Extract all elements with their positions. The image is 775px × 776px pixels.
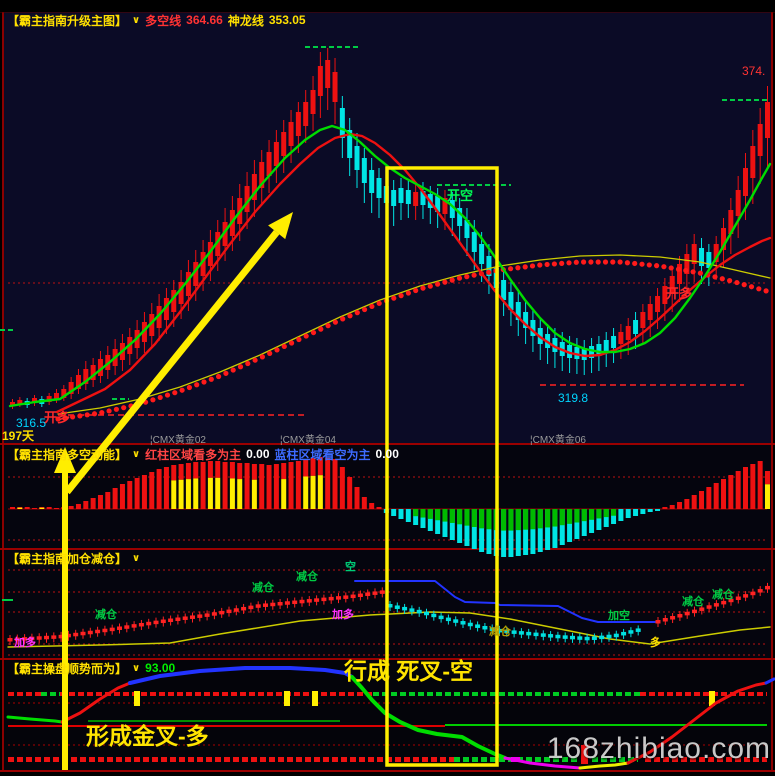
label-reduce-2: 减仓	[252, 582, 274, 594]
legend-duokong-value: 364.66	[186, 13, 223, 27]
legend-shenlong-value: 353.05	[268, 13, 306, 27]
panel4-title[interactable]: 【霸主操盘顺势而为】	[7, 661, 128, 676]
watermark: 168zhibiao.com	[546, 732, 771, 765]
axis-label-contract: ¦CMX黄金04	[280, 435, 336, 446]
label-add-short: 加空	[608, 610, 630, 622]
legend-blue-zone-value: 0.00	[375, 447, 399, 461]
panel4-header: 【霸主操盘顺势而为】 ∨ 93.00	[7, 661, 176, 676]
panel2-title[interactable]: 【霸主指南多空动能】	[7, 447, 128, 462]
right-border	[771, 12, 773, 772]
legend-blue-zone-label: 蓝柱区域看空为主	[274, 447, 371, 462]
label-open-long-left: 开多	[44, 410, 71, 425]
panel3-header: 【霸主指南加仓减仓】 ∨	[7, 551, 141, 566]
axis-label-contract: ¦CMX黄金06	[530, 435, 586, 446]
panel3-plot-area[interactable]	[4, 565, 771, 657]
anno-death-cross: 行成 死叉-空	[344, 658, 474, 684]
top-strip	[0, 0, 775, 12]
anno-golden-cross: 形成金叉-多	[86, 723, 209, 749]
label-reduce-1: 减仓	[95, 609, 117, 621]
legend-shenlong-label: 神龙线	[227, 13, 264, 28]
panel1-header: 【霸主指南升级主图】 ∨ 多空线 364.66 神龙线 353.05	[7, 13, 306, 28]
label-reduce-3: 减仓	[296, 571, 318, 583]
chevron-down-icon[interactable]: ∨	[132, 552, 141, 564]
chevron-down-icon[interactable]: ∨	[132, 448, 141, 460]
label-price-3165: 316.5	[16, 416, 47, 430]
panel2-plot-area[interactable]	[4, 462, 771, 546]
bottom-border	[0, 770, 775, 772]
panel3-title[interactable]: 【霸主指南加仓减仓】	[7, 551, 128, 566]
panel1-plot-area[interactable]	[4, 26, 771, 430]
label-short: 空	[345, 561, 356, 573]
chevron-down-icon[interactable]: ∨	[132, 662, 141, 674]
label-price-3198: 319.8	[558, 391, 589, 405]
label-add-long-2: 加多	[332, 609, 354, 621]
label-add-long-1: 加多	[14, 637, 36, 649]
chevron-down-icon[interactable]: ∨	[132, 14, 141, 26]
legend-duokong-label: 多空线	[145, 13, 182, 28]
label-reduce-5: 减仓	[682, 596, 704, 608]
label-open-long-right: 开多	[666, 286, 693, 301]
panel2-header: 【霸主指南多空动能】 ∨ 红柱区域看多为主 0.00 蓝柱区域看空为主 0.00	[7, 447, 399, 462]
panel4-value: 93.00	[145, 661, 176, 675]
panel1-title[interactable]: 【霸主指南升级主图】	[7, 13, 128, 28]
label-long: 多	[650, 637, 661, 649]
legend-red-zone-label: 红柱区域看多为主	[145, 447, 242, 462]
legend-red-zone-value: 0.00	[246, 447, 270, 461]
label-reduce-4: 减仓	[489, 626, 511, 638]
label-open-short: 开空	[447, 188, 474, 203]
axis-label-contract: ¦CMX黄金02	[150, 435, 206, 446]
label-price-374: 374.	[742, 64, 766, 78]
left-border	[2, 12, 4, 772]
label-reduce-6: 减仓	[712, 589, 734, 601]
label-197-days: 197天	[2, 429, 35, 443]
